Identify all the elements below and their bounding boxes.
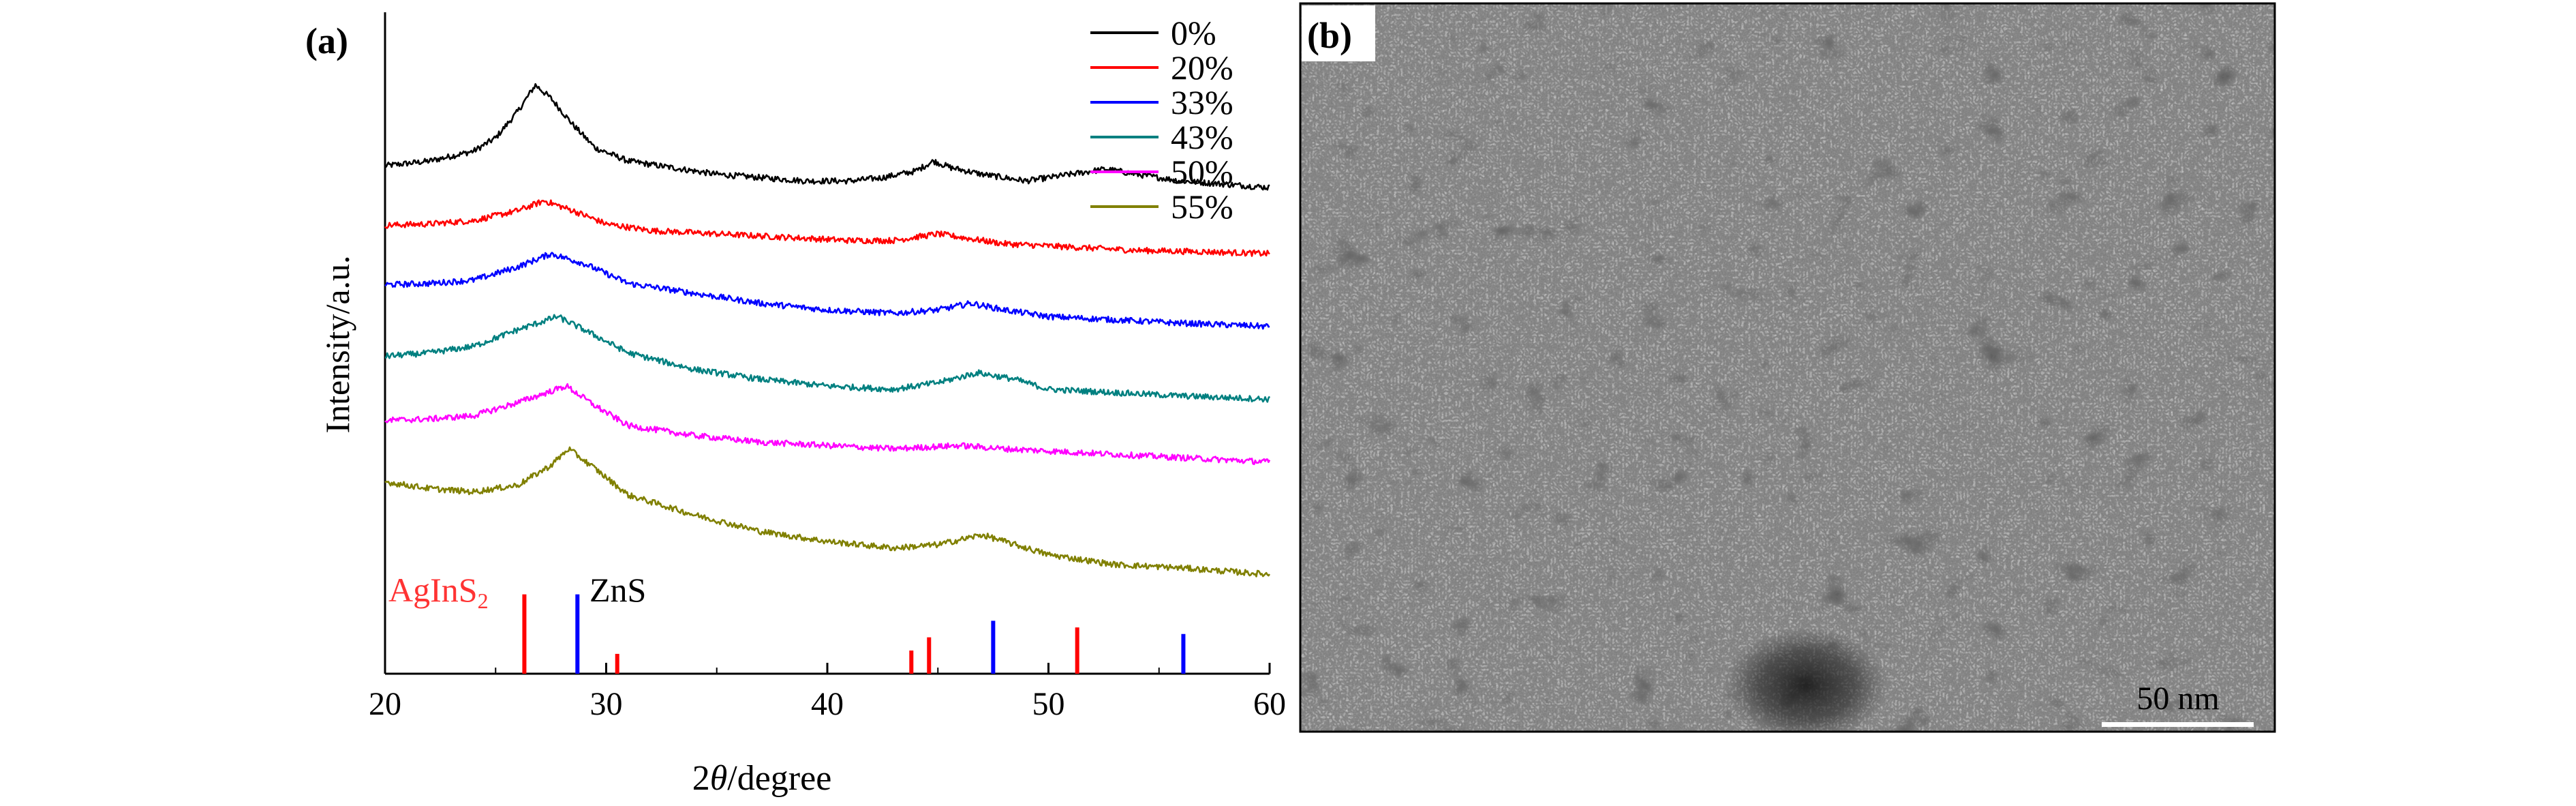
legend: 0%20%33%43%50%55% [1090, 14, 1233, 226]
series-line-3 [384, 314, 1271, 403]
panel-b-label: (b) [1307, 15, 1352, 56]
y-axis-label: Intensity/a.u. [318, 255, 356, 433]
x-tick-label-50: 50 [1032, 686, 1065, 722]
legend-label-2: 33% [1171, 83, 1233, 121]
x-axis-label-prefix: 2 [692, 759, 710, 798]
legend-label-4: 50% [1171, 153, 1233, 191]
tem-dark-cluster [1724, 627, 1888, 732]
series-line-2 [384, 252, 1270, 330]
legend-label-5: 55% [1171, 188, 1233, 226]
xrd-chart: 20 30 40 50 60 0%20%33%43%50%55% (a) Intensi… [305, 12, 1286, 798]
panel-b-label-box [1302, 5, 1375, 61]
x-tick-label-20: 20 [369, 686, 401, 722]
x-axis-label-theta: θ [710, 759, 728, 798]
x-tick-label-30: 30 [590, 686, 623, 722]
reference-label-aginS2-sub: 2 [478, 588, 489, 613]
series-line-4 [384, 383, 1271, 466]
panel-a-label: (a) [305, 20, 348, 61]
reference-label-aginS2-main: AgInS [388, 571, 478, 609]
x-axis-label-suffix: /degree [727, 759, 831, 798]
scale-bar-label: 50 nm [2136, 681, 2219, 717]
scale-bar [2102, 722, 2254, 727]
x-axis-label: 2θ/degree [692, 759, 832, 798]
reference-peaks [522, 594, 1186, 674]
reference-label-zns: ZnS [589, 571, 646, 609]
tem-border [1299, 2, 2276, 733]
x-axis-ticks: 20 30 40 50 60 [369, 663, 1286, 722]
reference-label-aginS2: AgInS2 [388, 571, 489, 613]
series-line-5 [384, 446, 1271, 578]
tem-speckle [1300, 3, 2275, 732]
series-lines [384, 83, 1271, 578]
x-tick-label-60: 60 [1253, 686, 1286, 722]
legend-label-1: 20% [1171, 48, 1233, 87]
x-tick-label-40: 40 [811, 686, 844, 722]
legend-label-3: 43% [1171, 118, 1233, 156]
series-line-1 [384, 199, 1270, 257]
legend-label-0: 0% [1171, 14, 1216, 52]
